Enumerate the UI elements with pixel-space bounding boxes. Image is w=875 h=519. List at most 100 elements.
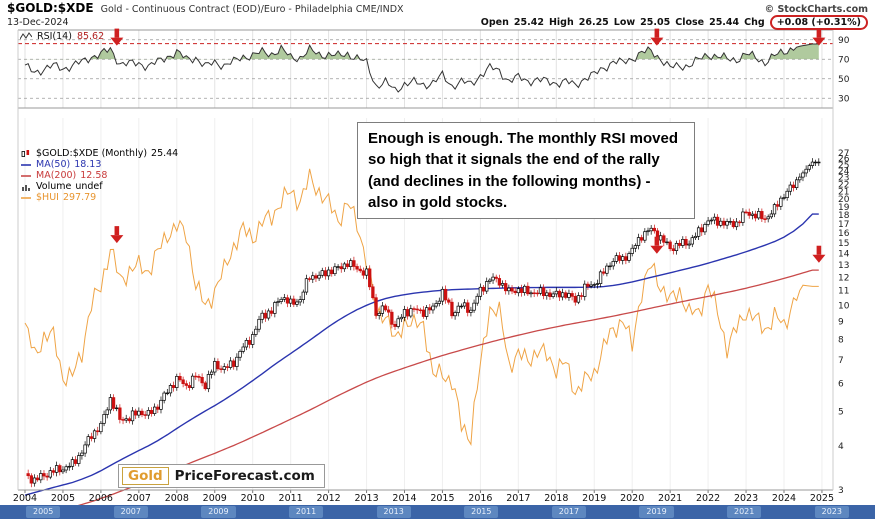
rsi-indicator-icon bbox=[20, 32, 32, 41]
svg-text:23: 23 bbox=[838, 174, 849, 184]
svg-text:17: 17 bbox=[838, 220, 849, 230]
open-label: Open bbox=[480, 17, 509, 28]
legend-row-ma200: MA(200) 12.58 bbox=[20, 170, 178, 181]
svg-text:2018: 2018 bbox=[544, 493, 568, 504]
ma200-line-icon bbox=[20, 174, 32, 178]
ohlc-quote-row: Open 25.42 High 26.25 Low 25.05 Close 25… bbox=[481, 15, 868, 30]
timeline-year-button[interactable]: 2013 bbox=[376, 506, 411, 518]
svg-text:2024: 2024 bbox=[772, 493, 796, 504]
high-label: High bbox=[548, 17, 574, 28]
svg-text:2009: 2009 bbox=[203, 493, 227, 504]
svg-text:5: 5 bbox=[838, 408, 844, 418]
svg-text:26: 26 bbox=[838, 155, 850, 165]
ma50-line-icon bbox=[20, 163, 32, 167]
legend-row-volume: Volume undef bbox=[20, 181, 178, 192]
logo-site-name: PriceForecast.com bbox=[174, 468, 315, 484]
main-chart-legend: $GOLD:$XDE (Monthly) 25.44 MA(50) 18.13 … bbox=[20, 148, 178, 203]
svg-text:2004: 2004 bbox=[13, 493, 37, 504]
quote-header: 13-Dec-2024 Open 25.42 High 26.25 Low 25… bbox=[7, 15, 868, 30]
svg-text:2015: 2015 bbox=[430, 493, 454, 504]
copyright-label: © StockCharts.com bbox=[764, 4, 868, 15]
svg-text:2012: 2012 bbox=[317, 493, 341, 504]
svg-text:7: 7 bbox=[838, 356, 844, 366]
svg-text:18: 18 bbox=[838, 211, 850, 221]
chg-value: +0.08 (+0.31%) bbox=[776, 17, 861, 28]
legend-row-hui: $HUI 297.79 bbox=[20, 192, 178, 203]
change-highlight-oval: +0.08 (+0.31%) bbox=[769, 15, 868, 30]
timeline-year-button[interactable]: 2015 bbox=[464, 506, 499, 518]
low-value: 25.05 bbox=[640, 17, 671, 28]
timeline-year-button[interactable]: 2009 bbox=[201, 506, 236, 518]
svg-text:21: 21 bbox=[838, 187, 849, 197]
legend-hui-label: $HUI bbox=[36, 192, 59, 203]
svg-text:50: 50 bbox=[838, 75, 850, 85]
svg-text:2023: 2023 bbox=[734, 493, 758, 504]
ticker-description: Gold - Continuous Contract (EOD)/Euro - … bbox=[100, 4, 404, 15]
rsi-legend: RSI(14) 85.62 bbox=[20, 31, 104, 42]
legend-row-price: $GOLD:$XDE (Monthly) 25.44 bbox=[20, 148, 178, 159]
svg-text:2019: 2019 bbox=[582, 493, 606, 504]
close-value: 25.44 bbox=[709, 17, 740, 28]
timeline-year-button[interactable]: 2011 bbox=[288, 506, 324, 518]
logo-gold-badge: Gold bbox=[122, 467, 169, 485]
svg-text:2020: 2020 bbox=[620, 493, 644, 504]
svg-text:2008: 2008 bbox=[165, 493, 189, 504]
svg-text:25: 25 bbox=[838, 161, 849, 171]
open-value: 25.42 bbox=[513, 17, 544, 28]
legend-price-label: $GOLD:$XDE (Monthly) bbox=[36, 148, 148, 159]
legend-hui-value: 297.79 bbox=[62, 192, 97, 203]
timeline-year-button[interactable]: 2017 bbox=[551, 506, 587, 518]
svg-text:4: 4 bbox=[838, 442, 844, 452]
rsi-legend-label: RSI(14) bbox=[37, 31, 72, 42]
svg-text:2021: 2021 bbox=[658, 493, 682, 504]
svg-text:2005: 2005 bbox=[51, 493, 75, 504]
svg-text:16: 16 bbox=[838, 229, 850, 239]
timeline-year-button[interactable]: 2019 bbox=[639, 506, 674, 518]
legend-volume-value: undef bbox=[75, 181, 103, 192]
svg-text:12: 12 bbox=[838, 273, 849, 283]
svg-text:2013: 2013 bbox=[354, 493, 378, 504]
low-label: Low bbox=[613, 17, 636, 28]
svg-text:2017: 2017 bbox=[506, 493, 530, 504]
rsi-legend-value: 85.62 bbox=[76, 31, 105, 42]
svg-text:8: 8 bbox=[838, 336, 844, 346]
ticker-symbol: $GOLD:$XDE bbox=[7, 1, 94, 15]
svg-text:11: 11 bbox=[838, 287, 849, 297]
analyst-annotation-box: Enough is enough. The monthly RSI moved … bbox=[357, 122, 695, 220]
svg-text:9: 9 bbox=[838, 317, 844, 327]
legend-row-ma50: MA(50) 18.13 bbox=[20, 159, 178, 170]
svg-text:22: 22 bbox=[838, 180, 849, 190]
svg-text:2022: 2022 bbox=[696, 493, 720, 504]
svg-text:30: 30 bbox=[838, 94, 850, 104]
svg-text:2007: 2007 bbox=[127, 493, 151, 504]
svg-text:2010: 2010 bbox=[241, 493, 265, 504]
svg-text:2016: 2016 bbox=[468, 493, 492, 504]
svg-text:20: 20 bbox=[838, 195, 850, 205]
svg-text:15: 15 bbox=[838, 239, 849, 249]
timeline-year-button[interactable]: 2005 bbox=[26, 506, 61, 518]
hui-line-icon bbox=[20, 196, 32, 200]
svg-text:2011: 2011 bbox=[279, 493, 303, 504]
volume-bars-icon bbox=[20, 182, 32, 191]
legend-volume-label: Volume bbox=[36, 181, 72, 192]
svg-text:27: 27 bbox=[838, 149, 849, 159]
timeline-year-button[interactable]: 2023 bbox=[814, 506, 849, 518]
legend-price-value: 25.44 bbox=[151, 148, 179, 159]
quote-date: 13-Dec-2024 bbox=[7, 17, 69, 28]
timeline-year-button[interactable]: 2021 bbox=[727, 506, 762, 518]
svg-text:70: 70 bbox=[838, 55, 850, 65]
candlestick-icon bbox=[20, 149, 32, 158]
legend-ma50-value: 18.13 bbox=[74, 159, 102, 170]
svg-text:14: 14 bbox=[838, 250, 850, 260]
close-label: Close bbox=[675, 17, 705, 28]
svg-text:2014: 2014 bbox=[392, 493, 416, 504]
svg-text:2025: 2025 bbox=[810, 493, 834, 504]
svg-text:10: 10 bbox=[838, 301, 850, 311]
legend-ma200-label: MA(200) bbox=[36, 170, 77, 181]
timeline-year-button[interactable]: 2007 bbox=[113, 506, 148, 518]
chart-header: $GOLD:$XDE Gold - Continuous Contract (E… bbox=[7, 1, 868, 15]
bottom-timeline-strip: 2005 2007 2009 2011 2013 2015 2017 2019 2021 2023 bbox=[0, 505, 875, 519]
svg-text:19: 19 bbox=[838, 203, 850, 213]
svg-text:6: 6 bbox=[838, 380, 844, 390]
